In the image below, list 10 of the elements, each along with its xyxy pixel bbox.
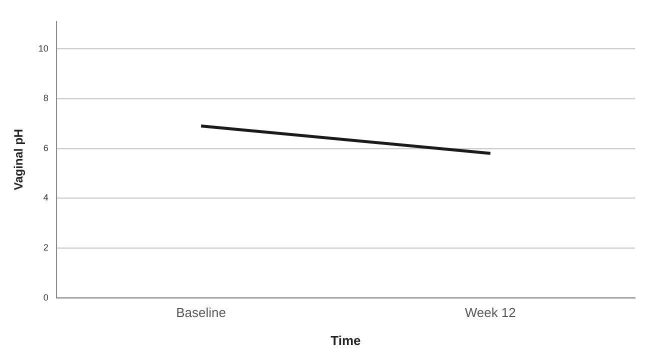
y-tick-label: 0 [43,292,48,302]
y-tick-label: 4 [43,192,48,203]
x-axis-title: Time [330,332,361,348]
y-tick-label: 2 [43,242,48,252]
x-tick-label: Week 12 [464,305,516,320]
y-tick-label: 8 [43,93,48,104]
y-axis-title: Vaginal pH [12,128,26,190]
x-tick-label: Baseline [176,305,226,320]
y-tick-label: 6 [43,142,48,153]
y-tick-label: 10 [38,43,48,54]
